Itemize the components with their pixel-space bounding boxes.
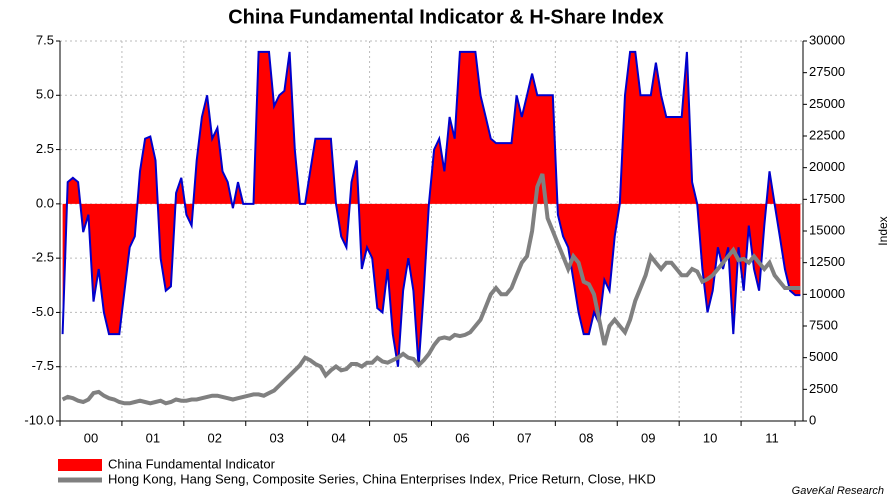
y2-tick-label: 17500 xyxy=(809,191,845,206)
y2-tick-label: 30000 xyxy=(809,32,845,47)
y-tick-label: 7.5 xyxy=(36,32,54,47)
x-tick-label: 02 xyxy=(208,430,222,445)
x-tick-label: 09 xyxy=(641,430,655,445)
x-tick-label: 08 xyxy=(579,430,593,445)
x-tick-label: 05 xyxy=(393,430,407,445)
y-tick-label: -10.0 xyxy=(24,412,54,427)
x-tick-label: 01 xyxy=(146,430,160,445)
y2-tick-label: 27500 xyxy=(809,64,845,79)
line xyxy=(61,173,801,406)
source: GaveKal Research xyxy=(792,485,884,497)
y2-tick-label: 22500 xyxy=(809,127,845,142)
legend-swatch xyxy=(58,459,102,471)
legend-label: Hong Kong, Hang Seng, Composite Series, … xyxy=(108,471,656,486)
chart-title: China Fundamental Indicator & H-Share In… xyxy=(228,6,664,28)
y-tick-label: 2.5 xyxy=(36,141,54,156)
x-tick-label: 03 xyxy=(269,430,283,445)
x-tick-label: 11 xyxy=(765,430,779,445)
x-tick-label: 10 xyxy=(703,430,717,445)
y2-axis-label: Index xyxy=(876,216,890,245)
y-tick-label: 5.0 xyxy=(36,87,54,102)
y2-tick-label: 25000 xyxy=(809,96,845,111)
y-tick-label: -7.5 xyxy=(32,358,54,373)
y2-tick-label: 5000 xyxy=(809,349,838,364)
y2-tick-label: 7500 xyxy=(809,317,838,332)
line xyxy=(61,50,801,367)
y2-tick-label: 10000 xyxy=(809,286,845,301)
x-tick-label: 00 xyxy=(84,430,98,445)
y-tick-label: 0.0 xyxy=(36,195,54,210)
y2-tick-label: 20000 xyxy=(809,159,845,174)
x-tick-label: 07 xyxy=(517,430,531,445)
x-tick-label: 04 xyxy=(331,430,345,445)
x-tick-label: 06 xyxy=(455,430,469,445)
y2-tick-label: 0 xyxy=(809,412,816,427)
y-tick-label: -5.0 xyxy=(32,304,54,319)
y2-tick-label: 15000 xyxy=(809,222,845,237)
y2-tick-label: 12500 xyxy=(809,254,845,269)
legend-label: China Fundamental Indicator xyxy=(108,456,276,471)
y2-tick-label: 2500 xyxy=(809,381,838,396)
y-tick-label: -2.5 xyxy=(32,250,54,265)
